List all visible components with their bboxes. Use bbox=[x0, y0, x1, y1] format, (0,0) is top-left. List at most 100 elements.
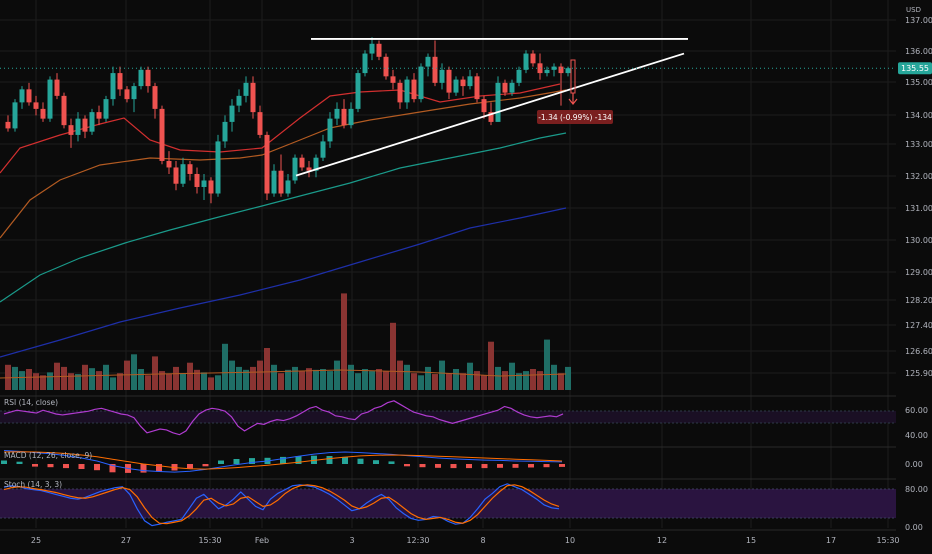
volume-bar bbox=[502, 371, 508, 390]
volume-bar bbox=[460, 373, 466, 390]
macd-histogram-bar bbox=[218, 460, 224, 464]
volume-bar bbox=[474, 371, 480, 390]
volume-bar bbox=[558, 373, 564, 390]
candle-body bbox=[334, 108, 340, 119]
candle-body bbox=[61, 95, 67, 126]
price-axis-tick: 133.00 bbox=[905, 140, 932, 149]
macd-histogram-bar bbox=[280, 456, 286, 464]
macd-line bbox=[3, 450, 563, 473]
volume-bar bbox=[229, 360, 235, 390]
volume-bar bbox=[131, 354, 137, 390]
measure-arrow-head bbox=[568, 98, 578, 105]
candle-body bbox=[348, 108, 354, 126]
candle-body bbox=[54, 79, 60, 96]
price-axis-tick: 126.60 bbox=[905, 347, 932, 356]
currency-label: USD bbox=[906, 6, 921, 14]
macd-histogram-bar bbox=[404, 464, 410, 467]
volume-bar bbox=[355, 373, 361, 390]
macd-histogram-bar bbox=[63, 464, 69, 469]
volume-bar bbox=[68, 373, 74, 390]
candle-body bbox=[19, 89, 25, 103]
volume-bar bbox=[215, 375, 221, 390]
candle-body bbox=[502, 82, 508, 93]
volume-bar bbox=[250, 366, 256, 390]
candle-body bbox=[215, 141, 221, 194]
candle-body bbox=[124, 89, 130, 100]
volume-bar bbox=[166, 374, 172, 390]
stoch-k-line bbox=[3, 483, 560, 527]
ema-200-line bbox=[0, 207, 567, 358]
volume-bar bbox=[362, 369, 368, 390]
candle-body bbox=[558, 66, 564, 74]
volume-bar bbox=[376, 369, 382, 390]
rsi-title: RSI (14, close) bbox=[4, 398, 58, 407]
macd-histogram-bar bbox=[326, 456, 333, 464]
macd-histogram-bar bbox=[373, 460, 379, 464]
candle-body bbox=[418, 66, 424, 100]
volume-bar bbox=[180, 373, 186, 390]
volume-bar bbox=[145, 375, 151, 390]
candle-body bbox=[516, 69, 522, 83]
volume-bar bbox=[313, 369, 319, 390]
candle-body bbox=[166, 160, 172, 168]
volume-bar bbox=[264, 348, 270, 390]
volume-bar bbox=[439, 360, 445, 390]
macd-histogram-bar bbox=[47, 464, 54, 468]
price-axis-tick: 137.00 bbox=[905, 16, 932, 25]
candle-body bbox=[439, 69, 445, 83]
trendline bbox=[295, 52, 685, 177]
ema-long-line bbox=[0, 132, 567, 303]
candle-body bbox=[110, 73, 116, 100]
price-axis-tick: 128.20 bbox=[905, 296, 932, 305]
macd-histogram-bar bbox=[497, 464, 503, 468]
macd-histogram-bar bbox=[140, 464, 147, 473]
macd-histogram-bar bbox=[357, 458, 364, 464]
rsi-band bbox=[0, 411, 896, 423]
volume-bar bbox=[110, 377, 116, 390]
macd-title: MACD (12, 26, close, 9) bbox=[4, 451, 92, 460]
volume-bar bbox=[341, 293, 347, 390]
volume-bar bbox=[348, 364, 354, 390]
candle-body bbox=[397, 82, 403, 103]
candle-body bbox=[40, 108, 46, 119]
volume-bar bbox=[425, 366, 431, 390]
time-axis-tick: 10 bbox=[565, 536, 575, 545]
candle-body bbox=[453, 79, 459, 93]
ema-mid-line bbox=[0, 89, 567, 239]
volume-bar bbox=[537, 371, 543, 390]
candle-body bbox=[194, 173, 200, 187]
volume-bar bbox=[75, 374, 81, 390]
volume-bar bbox=[47, 372, 53, 390]
macd-histogram-bar bbox=[450, 464, 457, 469]
volume-bar bbox=[222, 343, 228, 390]
measure-badge bbox=[537, 110, 613, 124]
candle-body bbox=[5, 121, 11, 129]
candle-body bbox=[341, 108, 347, 126]
candle-body bbox=[355, 73, 361, 109]
volume-bar bbox=[446, 373, 452, 390]
volume-bar bbox=[12, 366, 18, 390]
candle-body bbox=[313, 157, 319, 171]
volume-bar bbox=[306, 368, 312, 390]
candle-body bbox=[278, 170, 284, 194]
last-price-badge bbox=[898, 62, 932, 75]
candle-body bbox=[299, 157, 305, 168]
candle-body bbox=[509, 82, 515, 93]
volume-bar bbox=[257, 360, 263, 390]
time-axis-tick: 17 bbox=[826, 536, 836, 545]
candle-body bbox=[250, 82, 256, 113]
candle-body bbox=[159, 108, 165, 161]
time-axis-tick: 27 bbox=[121, 536, 131, 545]
rsi-line bbox=[3, 400, 564, 436]
candle-body bbox=[12, 102, 18, 129]
candle-body bbox=[376, 43, 382, 57]
price-axis-tick: 127.40 bbox=[905, 321, 932, 330]
macd-histogram-bar bbox=[388, 461, 395, 464]
volume-bar bbox=[117, 373, 123, 390]
volume-bar bbox=[194, 369, 200, 390]
macd-histogram-bar bbox=[419, 464, 426, 468]
macd-histogram-bar bbox=[78, 464, 85, 469]
volume-bar bbox=[159, 371, 165, 390]
